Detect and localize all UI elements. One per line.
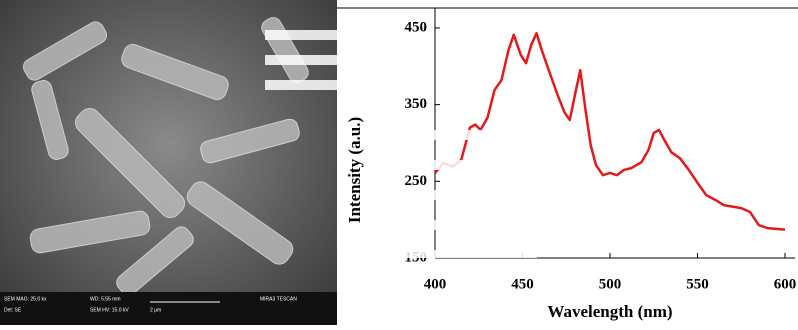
y-tick-label: 350 — [405, 96, 428, 112]
y-tick-label: 250 — [405, 173, 428, 189]
x-tick-label: 450 — [511, 276, 534, 292]
sem-label: 2 μm — [150, 307, 161, 313]
x-tick-label: 550 — [686, 276, 709, 292]
watermark — [265, 30, 537, 258]
y-tick-label: 450 — [405, 19, 428, 35]
sem-image: SEM MAG: 25.0 kx WD: 5.55 mm MIRA3 TESCA… — [0, 0, 337, 325]
sem-label: Det: SE — [4, 307, 22, 313]
sem-label: SEM HV: 15.0 kV — [90, 307, 129, 313]
plot: 150250350450400450500550600 — [405, 8, 797, 292]
x-axis-label: Wavelength (nm) — [547, 302, 672, 321]
x-tick-label: 500 — [599, 276, 622, 292]
sem-label: WD: 5.55 mm — [90, 296, 121, 302]
sem-label: MIRA3 TESCAN — [260, 296, 297, 302]
y-axis-label: Intensity (a.u.) — [345, 117, 364, 223]
sem-label: SEM MAG: 25.0 kx — [4, 296, 47, 302]
x-tick-label: 400 — [424, 276, 447, 292]
data-line — [434, 32, 786, 231]
x-tick-label: 600 — [774, 276, 797, 292]
